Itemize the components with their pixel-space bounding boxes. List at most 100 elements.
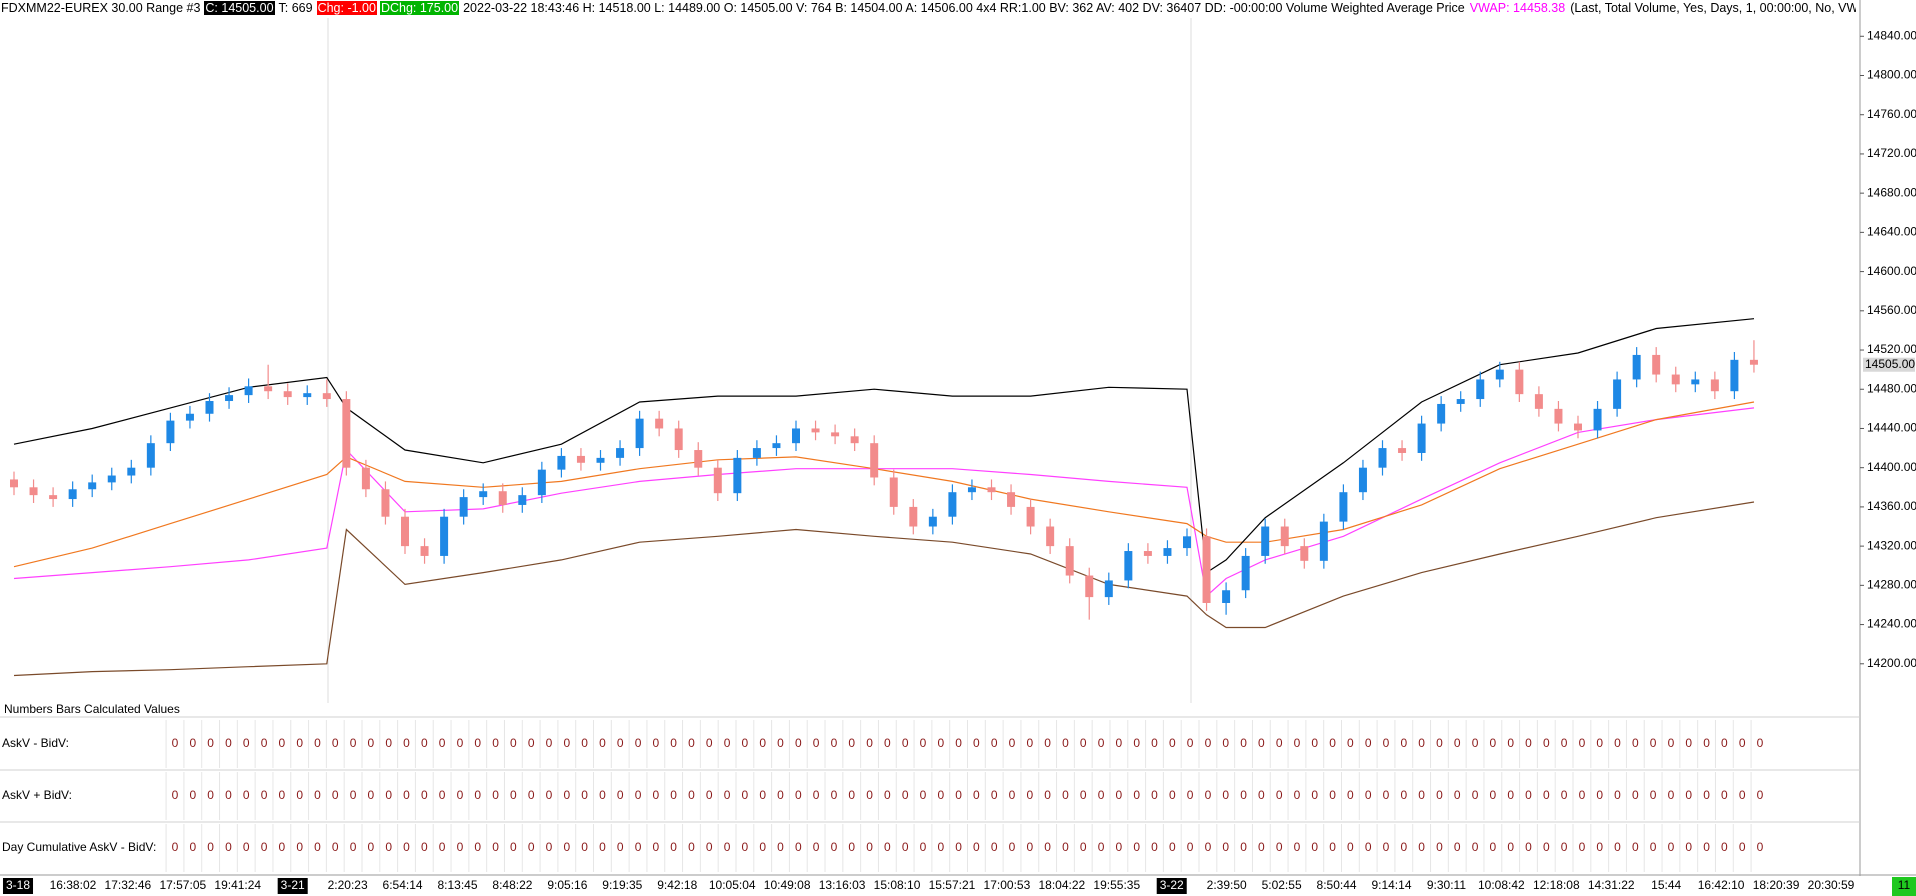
cell-value: 0 <box>1187 788 1194 802</box>
cell-value: 0 <box>225 840 232 854</box>
candle-body <box>635 418 644 449</box>
indicator-line <box>13 318 1755 574</box>
cell-value: 0 <box>457 840 464 854</box>
cell-value: 0 <box>189 788 196 802</box>
candle-body <box>1183 536 1191 549</box>
cell-value: 0 <box>1187 736 1194 750</box>
cell-value: 0 <box>831 788 838 802</box>
cell-value: 0 <box>1062 736 1069 750</box>
candle-body <box>166 420 175 444</box>
date-label-bg <box>277 878 308 894</box>
candle-body <box>850 436 859 444</box>
cell-value: 0 <box>831 840 838 854</box>
header-field: C: 14505.00 <box>204 1 275 15</box>
cell-value: 0 <box>599 736 606 750</box>
cell-value: 0 <box>1596 840 1603 854</box>
candle-body <box>88 482 97 490</box>
cell-value: 0 <box>1507 840 1514 854</box>
cell-value: 0 <box>759 840 766 854</box>
cell-value: 0 <box>1311 736 1318 750</box>
cell-value: 0 <box>1169 788 1176 802</box>
cell-value: 0 <box>1205 736 1212 750</box>
candle-body <box>1124 551 1133 581</box>
candle-body <box>498 491 507 505</box>
cell-value: 0 <box>1347 736 1354 750</box>
candle-body <box>107 475 116 483</box>
time-label: 9:19:35 <box>602 878 642 892</box>
cell-value: 0 <box>706 736 713 750</box>
cell-value: 0 <box>1080 736 1087 750</box>
candle-body <box>772 443 781 449</box>
time-label: 10:49:08 <box>764 878 811 892</box>
cell-value: 0 <box>617 788 624 802</box>
chart-header: FDXMM22-EUREX 30.00 Range #3 C: 14505.00 T… <box>0 0 1856 16</box>
cell-value: 0 <box>688 788 695 802</box>
candle-body <box>342 399 351 468</box>
cell-value: 0 <box>1525 788 1532 802</box>
candle-body <box>811 428 820 433</box>
cell-value: 0 <box>1116 840 1123 854</box>
time-label: 10:08:42 <box>1478 878 1525 892</box>
candle-body <box>596 457 605 463</box>
cell-value: 0 <box>403 840 410 854</box>
cell-value: 0 <box>1525 840 1532 854</box>
y-tick-label: 14360.00 <box>1867 499 1916 513</box>
cell-value: 0 <box>635 736 642 750</box>
cell-value: 0 <box>1311 788 1318 802</box>
cell-value: 0 <box>350 736 357 750</box>
cell-value: 0 <box>189 840 196 854</box>
time-label: 9:42:18 <box>657 878 697 892</box>
time-label: 17:32:46 <box>105 878 152 892</box>
cell-value: 0 <box>368 840 375 854</box>
cell-value: 0 <box>831 736 838 750</box>
candle-body <box>68 489 77 500</box>
cell-value: 0 <box>563 736 570 750</box>
candle-body <box>967 487 976 493</box>
cell-value: 0 <box>813 840 820 854</box>
cell-value: 0 <box>1276 788 1283 802</box>
cell-value: 0 <box>1365 788 1372 802</box>
cell-value: 0 <box>172 736 179 750</box>
candle-body <box>440 516 449 556</box>
candle-body <box>909 506 918 527</box>
cell-value: 0 <box>706 788 713 802</box>
cell-value: 0 <box>813 736 820 750</box>
cell-value: 0 <box>225 736 232 750</box>
cell-value: 0 <box>1329 840 1336 854</box>
cell-value: 0 <box>1418 736 1425 750</box>
candle-body <box>1026 506 1035 527</box>
header-field: (Last, Total Volume, Yes, Days, 1, 00:00… <box>1570 1 1856 15</box>
time-label: 16:38:02 <box>50 878 97 892</box>
cell-value: 0 <box>759 788 766 802</box>
cell-value: 0 <box>1062 788 1069 802</box>
cell-value: 0 <box>1329 788 1336 802</box>
cell-value: 0 <box>1454 840 1461 854</box>
time-label: 14:31:22 <box>1588 878 1635 892</box>
cell-value: 0 <box>296 736 303 750</box>
time-label: 3-22 <box>1160 878 1184 892</box>
cell-value: 0 <box>973 840 980 854</box>
cell-value: 0 <box>546 840 553 854</box>
candle-body <box>928 516 937 527</box>
time-label: 3-21 <box>281 878 305 892</box>
time-label: 10:05:04 <box>709 878 756 892</box>
cell-value: 0 <box>1116 736 1123 750</box>
cell-value: 0 <box>1222 736 1229 750</box>
cell-value: 0 <box>1240 840 1247 854</box>
subgraph-title: Numbers Bars Calculated Values <box>4 702 180 716</box>
cell-value: 0 <box>581 788 588 802</box>
candle-body <box>1163 548 1172 556</box>
time-label: 2:20:23 <box>328 878 368 892</box>
candle-body <box>459 497 468 517</box>
cell-value: 0 <box>332 736 339 750</box>
cell-value: 0 <box>403 736 410 750</box>
cell-value: 0 <box>670 840 677 854</box>
cell-value: 0 <box>866 736 873 750</box>
candle-body <box>1046 526 1055 547</box>
cell-value: 0 <box>724 840 731 854</box>
cell-value: 0 <box>474 788 481 802</box>
cell-value: 0 <box>1044 840 1051 854</box>
time-label: 13:16:03 <box>819 878 866 892</box>
cell-value: 0 <box>1721 788 1728 802</box>
